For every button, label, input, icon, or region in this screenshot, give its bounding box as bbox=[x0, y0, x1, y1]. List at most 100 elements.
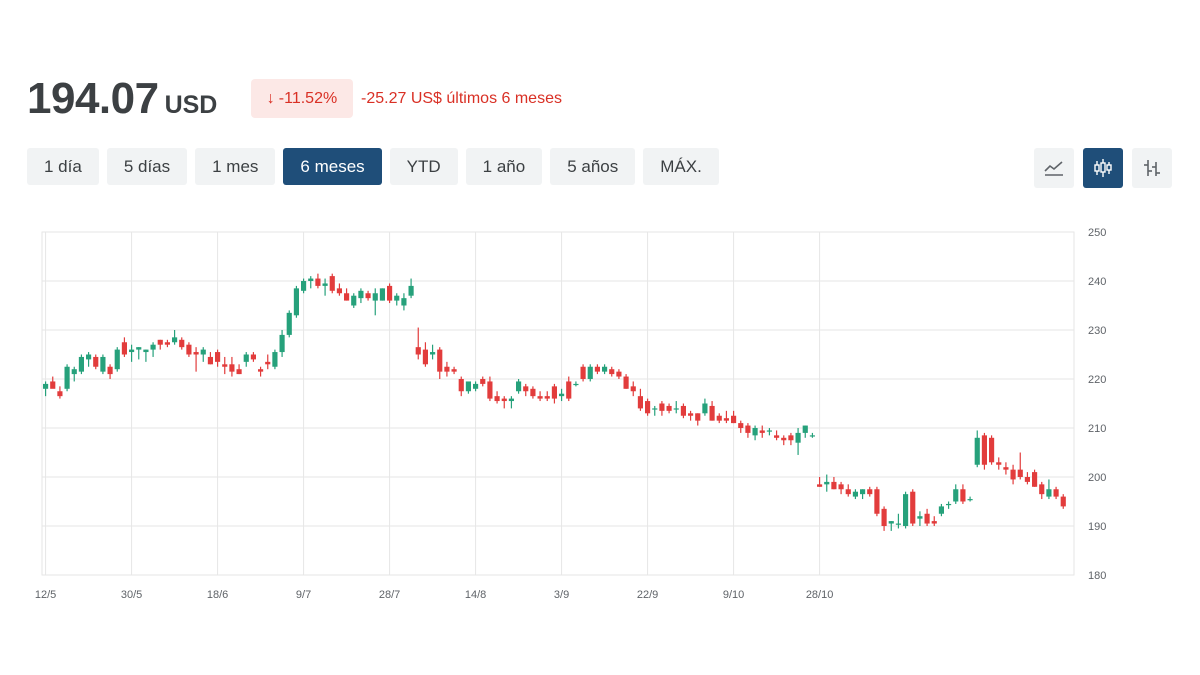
y-tick-label: 200 bbox=[1088, 472, 1106, 484]
candle-body bbox=[809, 435, 815, 437]
candle-body bbox=[910, 491, 916, 524]
candle-body bbox=[544, 396, 550, 399]
candle-body bbox=[680, 405, 686, 416]
candle-body bbox=[1060, 496, 1066, 507]
line-chart-button[interactable] bbox=[1034, 148, 1074, 188]
range-tab-1d[interactable]: 1 día bbox=[27, 148, 99, 185]
candle-body bbox=[394, 295, 400, 301]
candle-body bbox=[508, 398, 514, 402]
candle-body bbox=[121, 342, 127, 355]
candle-body bbox=[616, 371, 622, 377]
candle-body bbox=[1017, 469, 1023, 477]
candle-body bbox=[702, 403, 708, 414]
range-tab-ytd[interactable]: YTD bbox=[389, 148, 458, 185]
candle-body bbox=[895, 523, 901, 525]
candle-body bbox=[666, 405, 672, 411]
candle-body bbox=[888, 521, 894, 524]
candle-body bbox=[602, 366, 608, 372]
candle-body bbox=[831, 481, 837, 490]
candle-body bbox=[372, 293, 378, 301]
candle-body bbox=[874, 489, 880, 514]
candle-body bbox=[415, 347, 421, 355]
candle-body bbox=[860, 489, 866, 495]
candlestick-chart-button[interactable] bbox=[1083, 148, 1123, 188]
y-tick-label: 230 bbox=[1088, 325, 1106, 337]
candle-body bbox=[752, 428, 758, 436]
range-tab-5y[interactable]: 5 años bbox=[550, 148, 636, 185]
candle-body bbox=[258, 369, 264, 372]
candle-body bbox=[824, 481, 830, 485]
candle-body bbox=[530, 388, 536, 397]
candle-body bbox=[566, 381, 572, 399]
candle-body bbox=[609, 369, 615, 375]
candle-body bbox=[1024, 477, 1030, 482]
candle-body bbox=[551, 386, 557, 399]
candle-body bbox=[186, 344, 192, 355]
candle-body bbox=[64, 366, 70, 389]
range-tab-max[interactable]: MÁX. bbox=[643, 148, 719, 185]
candle-body bbox=[344, 293, 350, 301]
candle-body bbox=[129, 349, 135, 353]
x-tick-label: 9/7 bbox=[296, 589, 311, 601]
candle-body bbox=[358, 290, 364, 299]
candle-body bbox=[157, 339, 163, 345]
x-tick-label: 18/6 bbox=[207, 589, 228, 601]
candle-body bbox=[114, 349, 120, 370]
range-tab-5d[interactable]: 5 días bbox=[106, 148, 188, 185]
candle-body bbox=[1032, 472, 1038, 487]
ohlc-chart-button[interactable] bbox=[1132, 148, 1172, 188]
candle-body bbox=[716, 415, 722, 421]
candle-body bbox=[745, 425, 751, 433]
candle-body bbox=[960, 489, 966, 502]
candle-body bbox=[738, 423, 744, 428]
range-tab-6m[interactable]: 6 meses bbox=[283, 148, 382, 185]
candle-body bbox=[688, 413, 694, 416]
y-tick-label: 220 bbox=[1088, 374, 1106, 386]
candle-body bbox=[422, 349, 428, 365]
candle-body bbox=[802, 425, 808, 433]
candle-body bbox=[931, 521, 937, 524]
candle-body bbox=[379, 288, 385, 301]
candle-body bbox=[852, 491, 858, 497]
candle-body bbox=[143, 349, 149, 353]
range-tab-1y[interactable]: 1 año bbox=[465, 148, 543, 185]
y-tick-label: 240 bbox=[1088, 276, 1106, 288]
candle-body bbox=[351, 295, 357, 306]
candle-body bbox=[867, 489, 873, 495]
x-tick-label: 3/9 bbox=[554, 589, 569, 601]
candle-body bbox=[1010, 469, 1016, 480]
candle-body bbox=[659, 403, 665, 411]
candle-body bbox=[336, 288, 342, 294]
candle-body bbox=[946, 503, 952, 506]
candle-body bbox=[215, 352, 221, 362]
x-tick-label: 30/5 bbox=[121, 589, 142, 601]
candle-body bbox=[387, 285, 393, 301]
candle-body bbox=[236, 369, 242, 375]
change-percent-value: -11.52% bbox=[278, 89, 338, 107]
candle-body bbox=[150, 344, 156, 350]
candle-body bbox=[365, 293, 371, 299]
candle-body bbox=[731, 415, 737, 424]
candle-body bbox=[164, 342, 170, 345]
x-tick-label: 28/7 bbox=[379, 589, 400, 601]
change-summary: -25.27 US$ últimos 6 meses bbox=[361, 90, 562, 107]
candle-body bbox=[200, 349, 206, 355]
candle-body bbox=[43, 383, 49, 389]
range-tab-1m[interactable]: 1 mes bbox=[195, 148, 276, 185]
candle-body bbox=[781, 437, 787, 441]
candle-body bbox=[136, 347, 142, 350]
candle-body bbox=[1053, 489, 1059, 497]
candle-body bbox=[293, 288, 299, 316]
candle-body bbox=[286, 312, 292, 335]
candle-body bbox=[279, 334, 285, 353]
candle-body bbox=[580, 366, 586, 379]
y-tick-label: 210 bbox=[1088, 423, 1106, 435]
candle-body bbox=[480, 379, 486, 384]
candle-body bbox=[430, 352, 436, 355]
candle-body bbox=[78, 356, 84, 372]
candle-body bbox=[759, 430, 765, 433]
candle-body bbox=[501, 398, 507, 402]
candle-body bbox=[437, 349, 443, 372]
candle-body bbox=[71, 369, 77, 375]
candle-body bbox=[179, 339, 185, 348]
